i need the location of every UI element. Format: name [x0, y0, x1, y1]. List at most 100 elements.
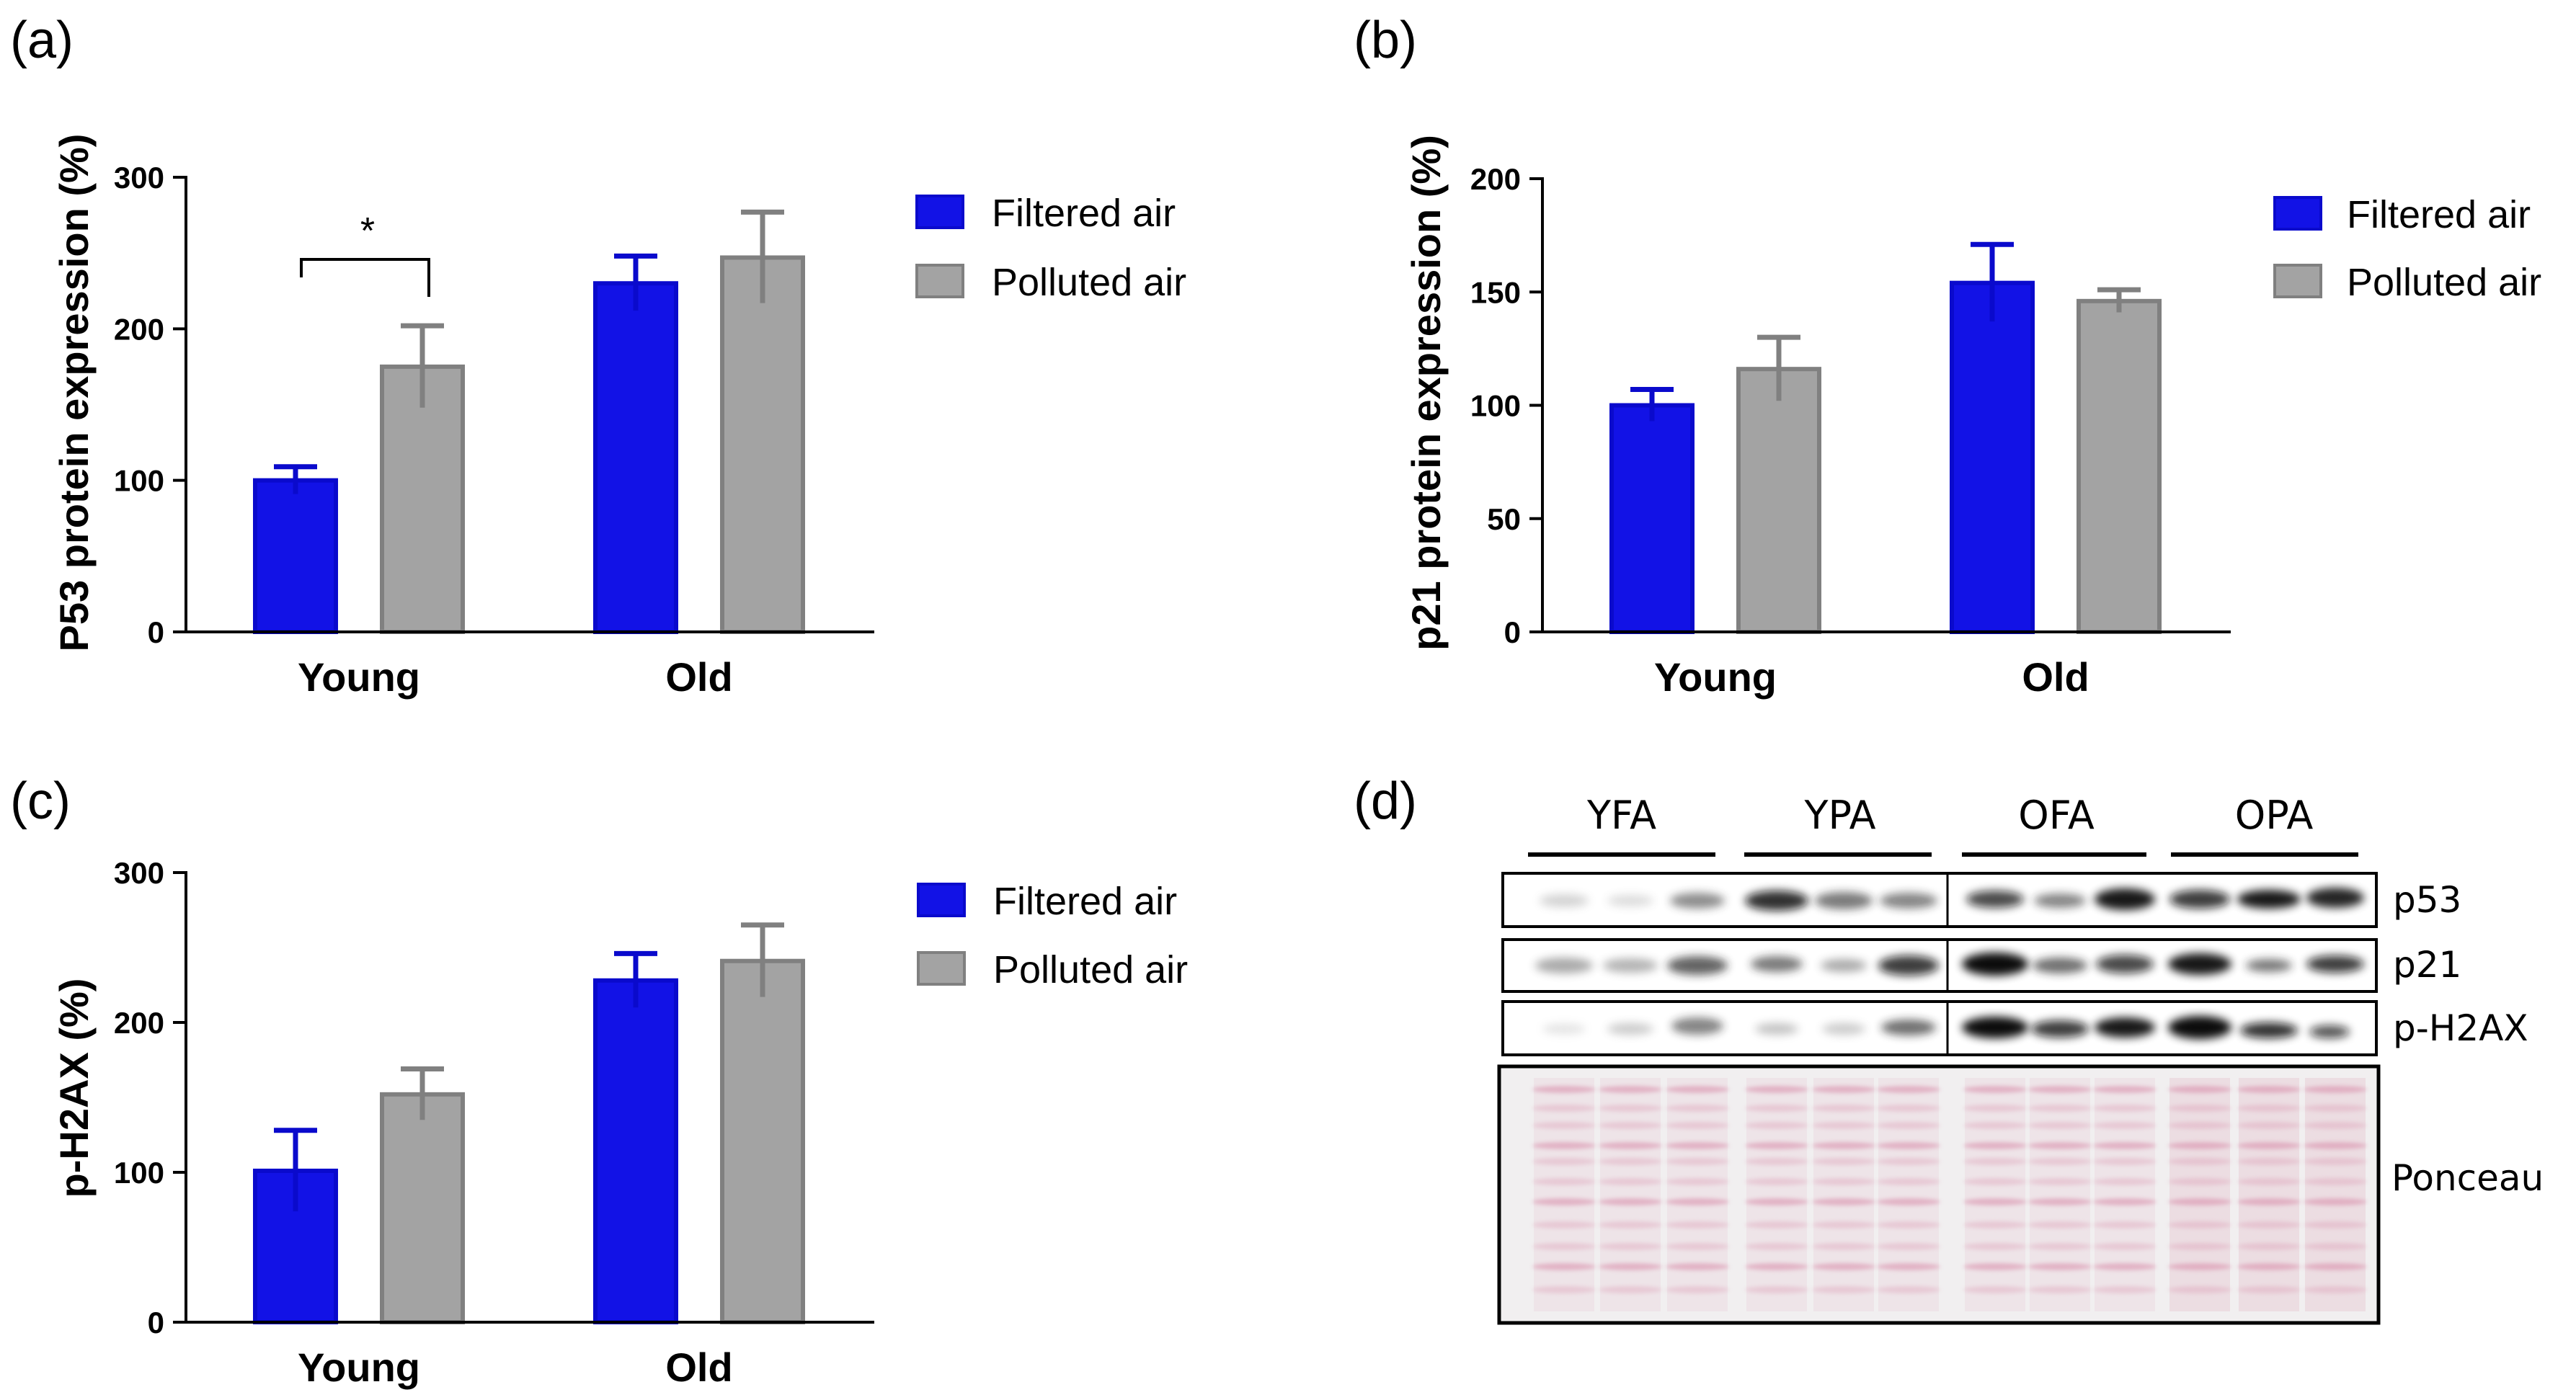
ponceau-band — [1666, 1105, 1729, 1112]
ponceau-band — [2304, 1221, 2367, 1229]
legend-c: Filtered air Polluted air — [917, 880, 1188, 991]
ponceau-band — [1745, 1243, 1808, 1250]
band — [2095, 888, 2155, 910]
ponceau-band — [1599, 1178, 1662, 1185]
bar-polluted-air-young — [380, 364, 465, 634]
legend-a: Filtered air Polluted air — [915, 192, 1186, 304]
band — [2034, 893, 2086, 908]
chart-b: 0 50 100 150 200 Young Old — [1470, 162, 2231, 700]
ponceau-band — [1745, 1086, 1808, 1093]
ponceau-band — [2237, 1286, 2301, 1293]
band — [2095, 1017, 2155, 1038]
ponceau-band — [2028, 1158, 2092, 1165]
band — [1745, 891, 1808, 911]
band — [2306, 888, 2364, 908]
ponceau-band — [1745, 1263, 1808, 1270]
ponceau-band — [2093, 1122, 2157, 1129]
ponceau-band — [1599, 1286, 1662, 1293]
ponceau-band — [1666, 1263, 1729, 1270]
ponceau-band — [1745, 1122, 1808, 1129]
ponceau-band — [2028, 1122, 2092, 1129]
band — [1667, 956, 1728, 975]
ponceau-band — [1599, 1243, 1662, 1250]
legend-label-polluted-air: Polluted air — [2347, 261, 2541, 304]
panel-label-b: (b) — [1354, 12, 1417, 69]
ponceau-band — [1963, 1221, 2027, 1229]
ponceau-band — [1666, 1178, 1729, 1185]
ponceau-band — [1877, 1122, 1940, 1129]
ponceau-band — [2304, 1178, 2367, 1185]
blot-label-ponceau: Ponceau — [2391, 1157, 2544, 1199]
ponceau-band — [1599, 1158, 1662, 1165]
band — [1607, 895, 1653, 906]
ponceau-band — [1877, 1286, 1940, 1293]
ponceau-band — [1666, 1086, 1729, 1093]
ponceau-band — [2093, 1198, 2157, 1205]
ponceau-band — [2304, 1263, 2367, 1270]
ponceau-band — [2028, 1286, 2092, 1293]
ponceau-band — [1745, 1142, 1808, 1149]
x-category-label: Young — [298, 1345, 420, 1390]
blot-strip-p-h2ax: p-H2AX — [1501, 1000, 2528, 1056]
ponceau-band — [1532, 1286, 1596, 1293]
band — [1540, 894, 1589, 907]
ponceau-band — [2304, 1122, 2367, 1129]
bar-polluted-air-young — [380, 1092, 465, 1324]
ponceau-band — [2237, 1158, 2301, 1165]
ponceau-band — [1666, 1243, 1729, 1250]
y-tick-label: 0 — [148, 1306, 164, 1339]
bar-polluted-air-young — [1736, 367, 1821, 634]
ponceau-band — [1599, 1142, 1662, 1149]
ponceau-band — [2168, 1158, 2231, 1165]
y-tick-label: 0 — [1504, 615, 1521, 649]
x-category-label: Old — [665, 1345, 732, 1390]
legend-label-filtered-air: Filtered air — [993, 880, 1177, 923]
ponceau-band — [1666, 1122, 1729, 1129]
ponceau-band — [1877, 1178, 1940, 1185]
ponceau-lane — [1965, 1078, 2025, 1311]
ponceau-band — [1877, 1263, 1940, 1270]
ponceau-band — [2093, 1243, 2157, 1250]
band — [2306, 955, 2364, 973]
ponceau-band — [1666, 1286, 1729, 1293]
ponceau-band — [2304, 1243, 2367, 1250]
blot-ponceau: Ponceau — [1497, 1064, 2544, 1325]
band — [1962, 953, 2028, 976]
legend-swatch-polluted-air — [917, 951, 966, 986]
ponceau-band — [1812, 1243, 1875, 1250]
ponceau-band — [1745, 1158, 1808, 1165]
ponceau-band — [1599, 1122, 1662, 1129]
ponceau-band — [2093, 1105, 2157, 1112]
band — [2168, 953, 2231, 975]
bar-polluted-air-old — [720, 958, 805, 1324]
ponceau-band — [2237, 1178, 2301, 1185]
band — [2309, 1025, 2350, 1038]
y-tick-label: 200 — [1470, 162, 1521, 196]
ponceau-band — [1745, 1105, 1808, 1112]
y-tick-label: 300 — [114, 856, 164, 890]
ponceau-band — [1812, 1286, 1875, 1293]
blot-strip-p53: p53 — [1501, 872, 2461, 928]
ponceau-lane — [1667, 1078, 1728, 1311]
legend-swatch-polluted-air — [915, 264, 964, 298]
ponceau-lane — [1813, 1078, 1874, 1311]
band — [1880, 893, 1937, 909]
ponceau-band — [1532, 1263, 1596, 1270]
ponceau-band — [1812, 1221, 1875, 1229]
ponceau-band — [1812, 1105, 1875, 1112]
chart-a: 0 100 200 300 Young Old — [114, 161, 874, 700]
ponceau-band — [2028, 1221, 2092, 1229]
band — [2096, 955, 2154, 973]
ponceau-band — [1599, 1221, 1662, 1229]
ponceau-band — [2028, 1178, 2092, 1185]
panel-label-d: (d) — [1354, 772, 1417, 830]
ponceau-band — [2093, 1263, 2157, 1270]
ponceau-band — [1532, 1142, 1596, 1149]
bar-polluted-air-old — [2077, 298, 2162, 634]
ponceau-band — [2304, 1158, 2367, 1165]
ponceau-band — [1812, 1142, 1875, 1149]
ponceau-band — [1666, 1158, 1729, 1165]
ponceau-lane — [1878, 1078, 1939, 1311]
y-axis-label-b: p21 protein expression (%) — [1403, 135, 1449, 651]
legend-swatch-polluted-air — [2273, 264, 2322, 298]
